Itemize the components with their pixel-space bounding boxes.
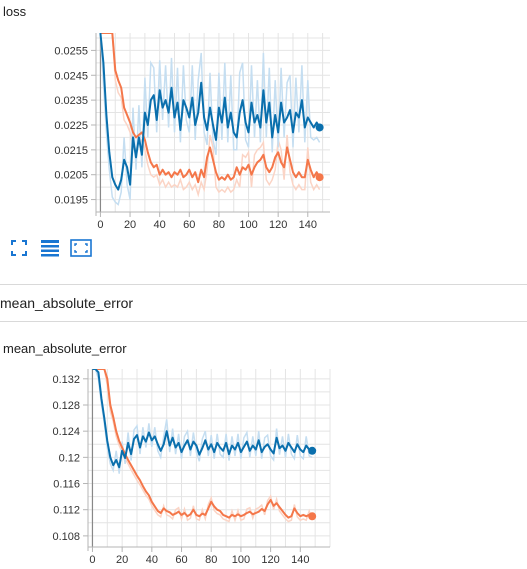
x-tick-label: 60	[175, 554, 187, 566]
x-tick-label: 140	[299, 219, 317, 231]
x-tick-label: 140	[291, 554, 309, 566]
y-tick-label: 0.132	[52, 374, 80, 386]
x-tick-label: 20	[124, 219, 136, 231]
y-tick-label: 0.0195	[54, 195, 88, 207]
x-tick-label: 80	[205, 554, 217, 566]
series-endpoint-train	[308, 512, 317, 521]
series-endpoint-train	[315, 173, 324, 182]
toggle-log-scale-icon	[41, 240, 59, 257]
chart-toolbar	[8, 237, 101, 259]
y-tick-label: 0.0255	[54, 45, 88, 57]
x-tick-label: 20	[116, 554, 128, 566]
series-line-validation	[99, 33, 321, 191]
y-tick-label: 0.116	[53, 479, 80, 491]
chart-title-mae: mean_absolute_error	[3, 341, 127, 356]
x-tick-label: 60	[183, 219, 195, 231]
expand-chart-button[interactable]	[70, 237, 92, 259]
loss-chart[interactable]: 0.0195 0.0205 0.0215 0.0225 0.0235 0.0245 0.02…	[0, 30, 340, 232]
series-line-train	[92, 369, 313, 519]
y-tick-label: 0.112	[53, 505, 80, 517]
y-tick-label: 0.0235	[54, 95, 88, 107]
x-tick-label: 120	[269, 219, 287, 231]
y-tick-label: 0.124	[52, 426, 80, 438]
x-tick-label: 0	[97, 219, 103, 231]
mae-chart[interactable]: 0.108 0.112 0.116 0.12 0.124 0.128 0.132 0 20 40 6…	[0, 366, 340, 569]
x-tick-label: 100	[232, 554, 250, 566]
fit-domain-icon	[11, 240, 27, 256]
y-tick-label: 0.0215	[54, 145, 88, 157]
series-endpoint-validation	[315, 123, 324, 132]
series-raw-train	[92, 369, 313, 523]
series-line-validation	[92, 369, 313, 469]
x-tick-label: 120	[261, 554, 279, 566]
y-tick-label: 0.12	[59, 452, 80, 464]
y-tick-label: 0.0205	[54, 170, 88, 182]
x-tick-label: 80	[213, 219, 225, 231]
y-tick-label: 0.108	[52, 531, 80, 543]
section-header[interactable]: mean_absolute_error	[0, 284, 527, 322]
series-line-train	[100, 33, 321, 184]
x-tick-label: 100	[239, 219, 257, 231]
y-tick-label: 0.0225	[54, 120, 88, 132]
y-tick-label: 0.0245	[54, 70, 88, 82]
toggle-log-scale-button[interactable]	[39, 237, 61, 259]
series-endpoint-validation	[308, 446, 317, 455]
x-tick-label: 0	[89, 554, 95, 566]
x-tick-label: 40	[146, 554, 158, 566]
y-tick-label: 0.128	[52, 400, 80, 412]
fit-domain-button[interactable]	[8, 237, 30, 259]
expand-chart-icon	[70, 239, 92, 257]
section-title: mean_absolute_error	[0, 295, 134, 311]
x-tick-label: 40	[154, 219, 166, 231]
chart-title-loss: loss	[3, 4, 27, 19]
